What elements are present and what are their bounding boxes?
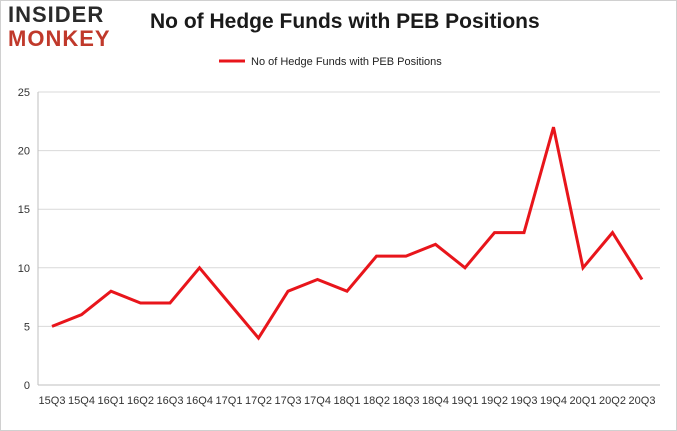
x-tick-label: 16Q2 [127, 395, 154, 407]
x-tick-label: 18Q3 [393, 395, 420, 407]
y-tick-label: 5 [24, 321, 30, 333]
x-tick-label: 18Q4 [422, 395, 449, 407]
x-tick-label: 16Q1 [98, 395, 125, 407]
x-tick-label: 19Q1 [452, 395, 479, 407]
x-tick-label: 18Q1 [334, 395, 361, 407]
y-tick-label: 0 [24, 380, 30, 392]
x-tick-label: 19Q4 [540, 395, 567, 407]
x-tick-label: 19Q2 [481, 395, 508, 407]
x-tick-labels: 15Q3 15Q4 16Q1 16Q2 16Q3 16Q4 17Q1 17Q2 17Q3 17Q4… [39, 395, 656, 407]
y-tick-labels: 0 5 10 15 20 25 [18, 87, 30, 392]
gridlines [38, 91, 660, 327]
x-tick-label: 17Q3 [275, 395, 302, 407]
chart-title: No of Hedge Funds with PEB Positions [150, 10, 540, 33]
legend-label: No of Hedge Funds with PEB Positions [251, 56, 442, 68]
x-tick-label: 15Q4 [68, 395, 95, 407]
x-tick-label: 16Q4 [186, 395, 213, 407]
legend: No of Hedge Funds with PEB Positions [219, 56, 442, 68]
x-tick-label: 17Q1 [216, 395, 243, 407]
x-tick-label: 18Q2 [363, 395, 390, 407]
logo-line-2: MONKEY [8, 26, 111, 51]
x-tick-label: 20Q2 [599, 395, 626, 407]
y-tick-label: 10 [18, 263, 30, 275]
y-tick-label: 15 [18, 204, 30, 216]
series-line [51, 126, 644, 341]
y-tick-label: 20 [18, 146, 30, 158]
x-tick-label: 20Q1 [570, 395, 597, 407]
series-lines [51, 126, 644, 341]
y-tick-label: 25 [18, 87, 30, 99]
axes [37, 92, 660, 386]
insider-monkey-logo: INSIDER MONKEY [8, 4, 126, 50]
x-tick-label: 20Q3 [629, 395, 656, 407]
x-tick-label: 15Q3 [39, 395, 66, 407]
x-tick-label: 17Q2 [245, 395, 272, 407]
x-tick-label: 16Q3 [157, 395, 184, 407]
logo-line-1: INSIDER [8, 2, 105, 27]
x-tick-label: 19Q3 [511, 395, 538, 407]
x-tick-label: 17Q4 [304, 395, 331, 407]
